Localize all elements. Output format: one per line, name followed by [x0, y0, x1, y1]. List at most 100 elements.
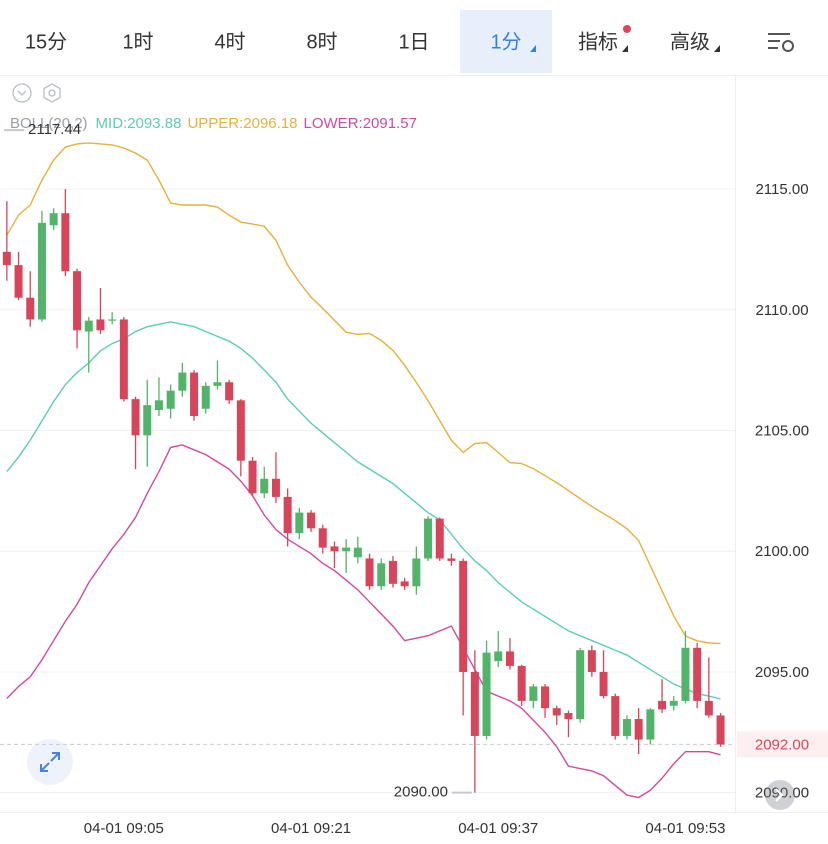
candle-body — [154, 400, 163, 410]
y-tick-label: 2095.00 — [755, 664, 809, 681]
y-tick-label: 2110.00 — [755, 302, 808, 319]
candle-body — [61, 213, 70, 272]
tab-dropdown-caret — [622, 45, 628, 52]
candle-body — [131, 399, 140, 436]
tab-dropdown-caret — [714, 45, 720, 52]
tab-label: 1分 — [490, 30, 521, 53]
tab[interactable]: 4时 — [214, 30, 245, 53]
candle-body — [435, 518, 444, 559]
candle-body — [587, 650, 596, 672]
tab[interactable]: 1时 — [122, 30, 153, 53]
candle-body — [213, 382, 222, 386]
candle-body — [49, 213, 58, 226]
x-tick-label: 04-01 09:21 — [271, 820, 351, 837]
button-circle — [765, 780, 795, 810]
legend-entry: MID:2093.88 — [96, 115, 182, 132]
tab[interactable]: 指标 — [578, 25, 631, 53]
y-tick-label: 2100.00 — [755, 543, 809, 560]
candle-body — [517, 665, 526, 701]
candle-body — [353, 547, 362, 558]
tab[interactable]: 8时 — [306, 30, 337, 53]
tab[interactable]: 1日 — [398, 31, 429, 53]
candle-body — [646, 709, 655, 740]
candle-body — [494, 651, 503, 662]
tab-label: 高级 — [670, 30, 710, 53]
candle-body — [271, 478, 280, 497]
candle-body — [119, 319, 128, 400]
candle-body — [37, 222, 46, 320]
candle-body — [236, 400, 245, 461]
tab-active-bg — [460, 10, 552, 73]
tab[interactable]: 高级 — [670, 30, 720, 53]
candle-body — [564, 713, 573, 720]
candle-body — [178, 372, 187, 391]
candle-body — [108, 319, 117, 321]
candle-body — [307, 512, 316, 529]
candle-body — [576, 650, 585, 720]
candle-body — [552, 708, 561, 716]
settings-icon[interactable] — [768, 33, 794, 52]
x-tick-label: 04-01 09:05 — [84, 820, 164, 837]
candle-body — [201, 385, 210, 409]
overlay: MID:2093.88 UPPER:2096.18 LOWER:2091.57 211… — [4, 115, 828, 810]
candle-body — [482, 652, 491, 736]
tab-dropdown-caret — [530, 45, 536, 52]
tab-label: 4时 — [214, 30, 245, 53]
candle-body — [225, 382, 234, 401]
candle-body — [365, 558, 374, 587]
candle-body — [634, 719, 643, 740]
plot-area: 2115.00 2110.00 2105.00 2100.00 2095.00 2090.… — [0, 142, 809, 837]
boll-band-line — [6, 444, 721, 799]
tab-label: 8时 — [306, 30, 337, 53]
y-tick-label: 2105.00 — [755, 422, 809, 439]
last-price-badge — [737, 731, 828, 758]
candle-body — [669, 700, 678, 706]
scroll-latest-button[interactable] — [765, 780, 795, 810]
expand-button[interactable] — [27, 739, 73, 785]
candle-body — [412, 558, 421, 587]
x-tick-label: 04-01 09:37 — [458, 820, 538, 837]
candle-body — [190, 372, 199, 417]
candle-body — [330, 546, 339, 552]
candle-body — [424, 518, 433, 559]
candle-body — [143, 405, 152, 436]
candle-body — [716, 715, 725, 745]
y-tick-label: 2115.00 — [755, 181, 808, 198]
tab[interactable]: 1分 — [460, 10, 552, 73]
legend-entry: UPPER:2096.18 — [187, 115, 297, 132]
candle-body — [2, 251, 11, 266]
candle-body — [693, 647, 702, 701]
tab-label: 指标 — [578, 30, 618, 53]
max-label: 2117.44 — [28, 121, 81, 138]
candle-body — [611, 696, 620, 736]
min-label: 2090.00 — [394, 784, 448, 801]
tab-label: 15分 — [25, 30, 67, 53]
candle-body — [599, 671, 608, 697]
indicator-toggle-icons[interactable] — [12, 83, 61, 103]
tab-label: 1时 — [122, 30, 153, 53]
indicator-name: BOLL(20,2) — [10, 115, 88, 132]
candle-body — [260, 478, 269, 494]
candle-body — [26, 297, 35, 320]
tab[interactable]: 15分 — [25, 30, 67, 53]
candle-body — [96, 319, 105, 331]
candle-body — [541, 686, 550, 709]
candle-body — [248, 460, 257, 494]
candle-body — [295, 512, 304, 534]
last-price-label: 2092.00 — [755, 736, 809, 753]
candle-body — [388, 560, 397, 584]
tab-label: 1日 — [398, 31, 429, 53]
candle-body — [166, 390, 175, 409]
candle-body — [400, 581, 409, 587]
candle-body — [447, 558, 456, 561]
x-tick-label: 04-01 09:53 — [645, 820, 725, 837]
candle-body — [681, 647, 690, 701]
candle-body — [470, 671, 479, 736]
candle-body — [658, 700, 667, 710]
candle-body — [283, 496, 292, 534]
legend-entry: LOWER:2091.57 — [304, 115, 417, 132]
candle-body — [342, 547, 351, 552]
candle-body — [73, 271, 82, 331]
candle-body — [84, 320, 93, 332]
